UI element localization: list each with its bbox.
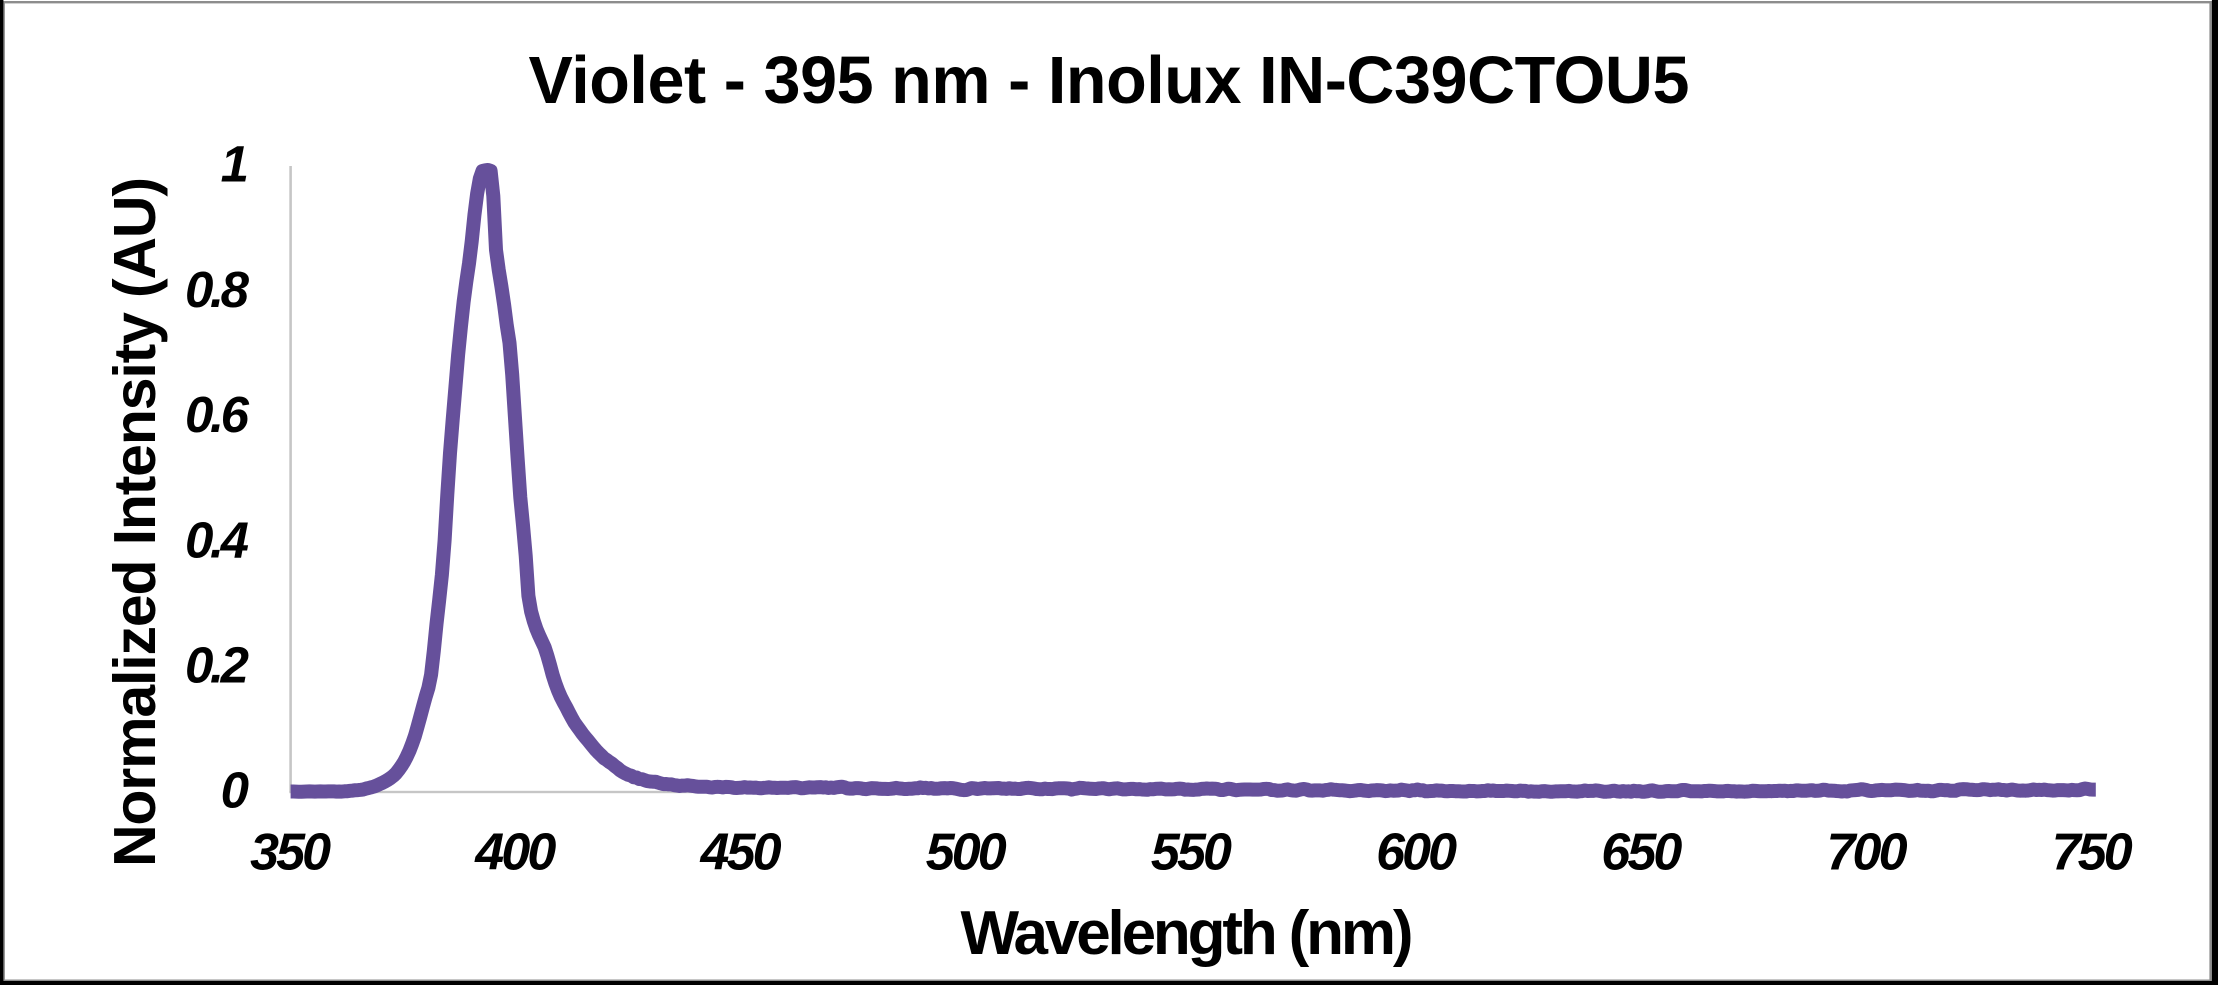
- svg-text:Normalized Intensity (AU): Normalized Intensity (AU): [102, 177, 168, 867]
- svg-text:0.2: 0.2: [185, 637, 249, 694]
- svg-text:550: 550: [1151, 824, 1232, 882]
- svg-text:600: 600: [1376, 824, 1457, 882]
- svg-text:400: 400: [474, 824, 556, 882]
- svg-text:0.8: 0.8: [185, 261, 250, 318]
- svg-text:350: 350: [250, 824, 331, 882]
- svg-text:750: 750: [2052, 824, 2133, 882]
- svg-text:1: 1: [221, 136, 249, 193]
- svg-text:0: 0: [221, 762, 249, 819]
- svg-text:700: 700: [1827, 824, 1908, 882]
- svg-text:0.4: 0.4: [185, 511, 249, 568]
- svg-text:450: 450: [700, 824, 782, 882]
- svg-text:650: 650: [1601, 824, 1682, 882]
- svg-text:Wavelength (nm): Wavelength (nm): [961, 899, 1414, 968]
- svg-text:0.6: 0.6: [185, 386, 250, 443]
- svg-text:Violet - 395 nm - Inolux IN-C3: Violet - 395 nm - Inolux IN-C39CTOU5: [529, 44, 1690, 118]
- svg-text:500: 500: [926, 824, 1007, 882]
